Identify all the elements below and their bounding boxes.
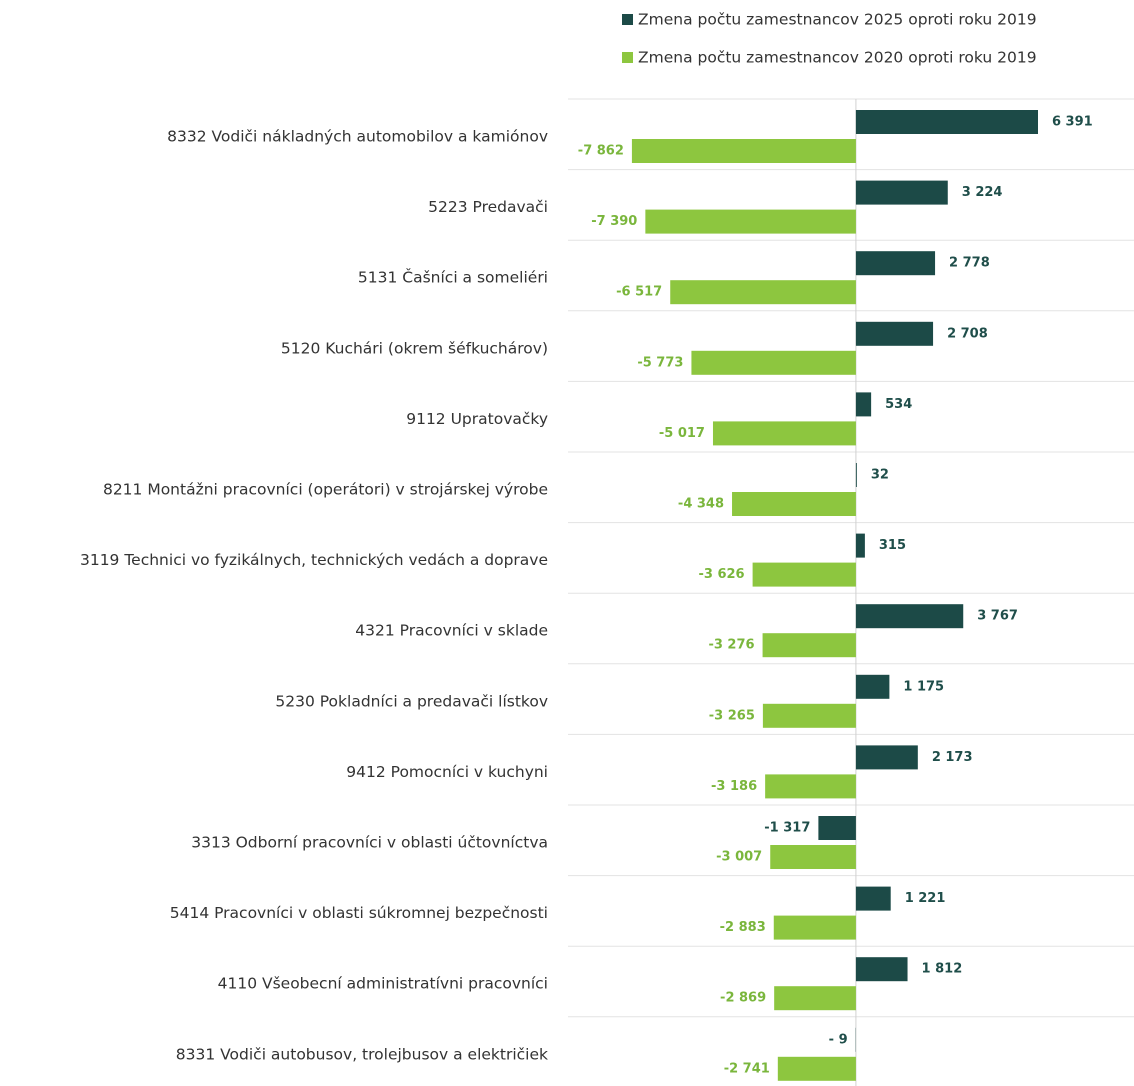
category-label: 5223 Predavači bbox=[428, 198, 548, 216]
bar bbox=[762, 703, 856, 728]
bar bbox=[631, 139, 856, 163]
category-label: 5131 Čašníci a someliéri bbox=[358, 268, 548, 287]
category-label: 8211 Montážni pracovníci (operátori) v s… bbox=[103, 481, 548, 499]
value-label: -3 186 bbox=[711, 779, 757, 794]
bar bbox=[765, 774, 856, 799]
value-label: 1 175 bbox=[903, 679, 944, 694]
category-label: 9412 Pomocníci v kuchyni bbox=[346, 763, 548, 781]
category-label: 3119 Technici vo fyzikálnych, technickýc… bbox=[80, 551, 548, 569]
bar bbox=[855, 957, 908, 982]
bar bbox=[855, 886, 891, 911]
category-label: 5414 Pracovníci v oblasti súkromnej bezp… bbox=[170, 904, 548, 922]
value-label: 3 767 bbox=[977, 609, 1018, 624]
bar bbox=[712, 421, 856, 446]
category-label: 4110 Všeobecní administratívni pracovníc… bbox=[218, 975, 548, 993]
bar bbox=[752, 562, 856, 587]
value-label: -5 017 bbox=[659, 426, 705, 441]
value-label: - 9 bbox=[829, 1032, 848, 1047]
value-label: 6 391 bbox=[1052, 115, 1093, 130]
value-label: 534 bbox=[885, 397, 912, 412]
legend-label: Zmena počtu zamestnancov 2020 oproti rok… bbox=[638, 49, 1037, 67]
bar bbox=[773, 915, 856, 940]
value-label: -2 741 bbox=[724, 1061, 770, 1076]
category-label: 9112 Upratovačky bbox=[406, 410, 548, 428]
bar bbox=[855, 180, 948, 205]
bar bbox=[855, 463, 857, 487]
value-label: 2 708 bbox=[947, 326, 988, 341]
bar bbox=[855, 745, 918, 770]
bar bbox=[762, 633, 856, 658]
bar bbox=[770, 845, 856, 869]
value-label: -3 007 bbox=[716, 850, 762, 865]
legend-swatch bbox=[622, 14, 633, 25]
bar bbox=[777, 1056, 856, 1081]
category-label: 8331 Vodiči autobusov, trolejbusov a ele… bbox=[176, 1045, 548, 1063]
bar bbox=[774, 986, 856, 1011]
bar bbox=[691, 350, 856, 375]
bar bbox=[855, 110, 1038, 134]
value-label: -3 265 bbox=[709, 708, 755, 723]
value-label: 2 778 bbox=[949, 256, 990, 271]
value-label: -3 276 bbox=[708, 638, 754, 653]
category-label: 5120 Kuchári (okrem šéfkuchárov) bbox=[281, 339, 548, 357]
value-label: 315 bbox=[879, 538, 906, 553]
value-label: -6 517 bbox=[616, 285, 662, 300]
bar bbox=[670, 280, 856, 305]
value-label: -7 862 bbox=[578, 144, 624, 159]
bar bbox=[855, 251, 936, 276]
category-label: 8332 Vodiči nákladných automobilov a kam… bbox=[167, 128, 548, 146]
value-label: -2 883 bbox=[720, 920, 766, 935]
category-label: 4321 Pracovníci v sklade bbox=[355, 622, 548, 640]
bar bbox=[855, 533, 865, 558]
bar bbox=[855, 604, 964, 629]
value-label: -4 348 bbox=[678, 497, 724, 512]
value-label: -3 626 bbox=[698, 567, 744, 582]
value-label: 1 812 bbox=[922, 962, 963, 977]
bar bbox=[732, 492, 856, 516]
value-label: -7 390 bbox=[591, 214, 637, 229]
legend-label: Zmena počtu zamestnancov 2025 oproti rok… bbox=[638, 11, 1037, 29]
bar bbox=[645, 209, 856, 234]
bar bbox=[855, 392, 872, 417]
bar bbox=[855, 321, 934, 346]
bar bbox=[818, 816, 856, 840]
value-label: -1 317 bbox=[764, 821, 810, 836]
value-label: 1 221 bbox=[905, 891, 946, 906]
bar bbox=[855, 674, 890, 699]
category-label: 3313 Odborní pracovníci v oblasti účtovn… bbox=[191, 834, 548, 852]
legend-swatch bbox=[622, 52, 633, 63]
value-label: 32 bbox=[871, 468, 889, 483]
value-label: 3 224 bbox=[962, 185, 1003, 200]
value-label: -5 773 bbox=[637, 355, 683, 370]
value-label: 2 173 bbox=[932, 750, 973, 765]
value-label: -2 869 bbox=[720, 991, 766, 1006]
category-label: 5230 Pokladníci a predavači lístkov bbox=[275, 692, 548, 710]
